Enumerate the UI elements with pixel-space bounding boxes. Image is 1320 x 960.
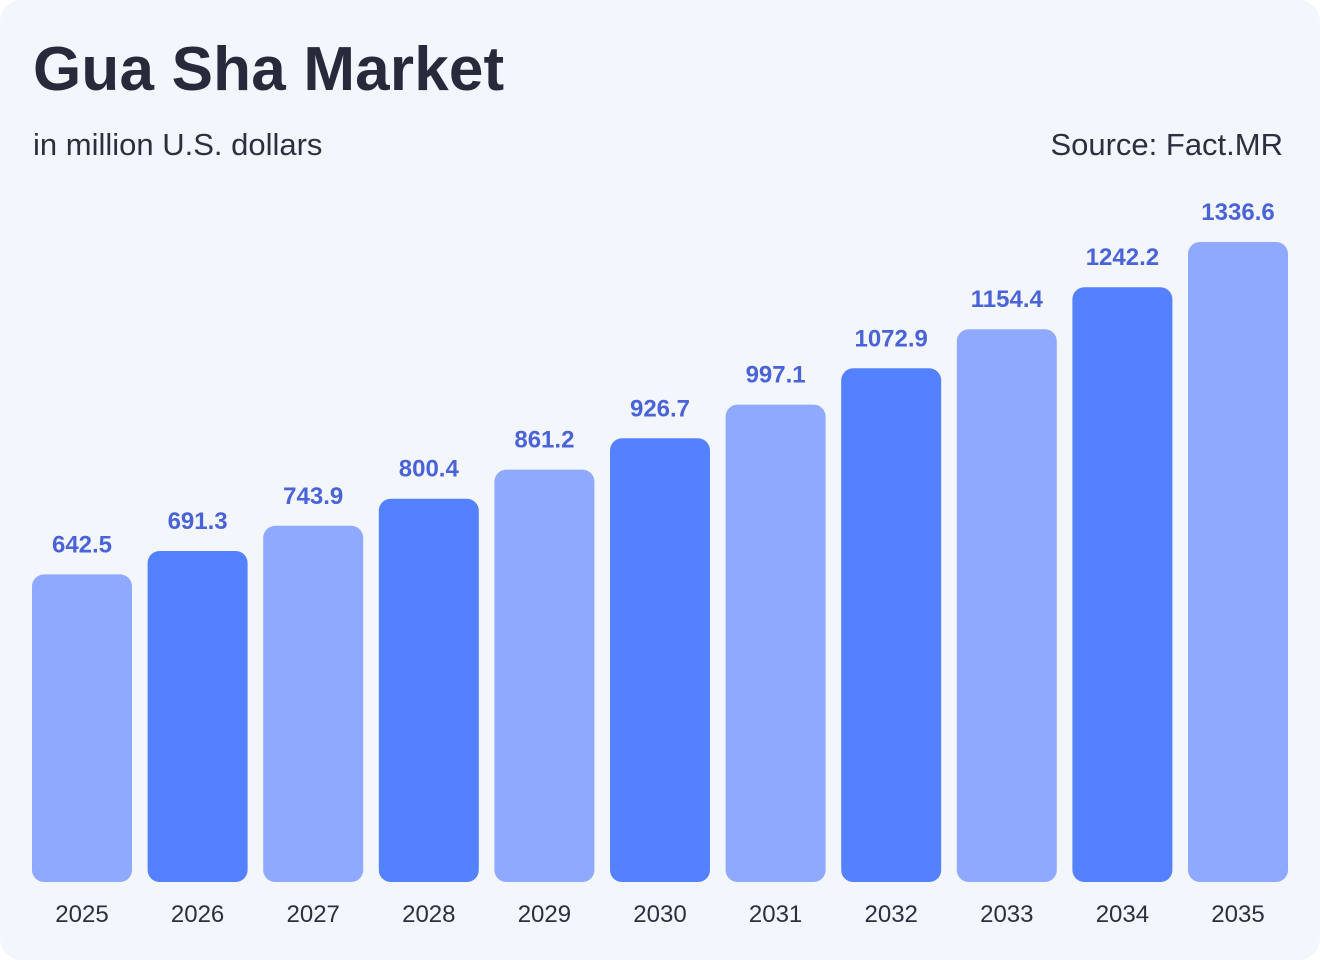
value-label-2026: 691.3 <box>168 508 228 535</box>
bar-2031 <box>725 404 826 882</box>
bar-2033 <box>956 329 1057 882</box>
bar-2029 <box>494 469 595 882</box>
x-tick-label-2028: 2028 <box>402 901 455 928</box>
x-tick-label-2035: 2035 <box>1211 901 1264 928</box>
value-label-2027: 743.9 <box>283 483 343 510</box>
bar-2034 <box>1072 287 1173 882</box>
value-label-2030: 926.7 <box>630 395 690 422</box>
bar-2026 <box>147 551 248 882</box>
value-label-2029: 861.2 <box>514 427 574 454</box>
value-label-2035: 1336.6 <box>1201 199 1274 226</box>
value-label-2032: 1072.9 <box>854 325 927 352</box>
chart-source: Source: Fact.MR <box>1050 127 1283 162</box>
value-label-2031: 997.1 <box>746 362 806 389</box>
x-tick-label-2026: 2026 <box>171 901 224 928</box>
chart-subtitle: in million U.S. dollars <box>33 127 323 162</box>
bar-2028 <box>378 498 479 882</box>
x-tick-label-2034: 2034 <box>1096 901 1149 928</box>
bar-2032 <box>841 368 942 882</box>
x-tick-label-2029: 2029 <box>518 901 571 928</box>
bar-2025 <box>32 574 132 882</box>
x-tick-label-2032: 2032 <box>865 901 918 928</box>
x-tick-label-2025: 2025 <box>55 901 108 928</box>
bar-2027 <box>263 525 364 882</box>
value-label-2028: 800.4 <box>399 456 460 483</box>
bar-2035 <box>1188 242 1288 882</box>
x-tick-label-2033: 2033 <box>980 901 1033 928</box>
x-tick-label-2030: 2030 <box>633 901 686 928</box>
bar-2030 <box>610 438 710 882</box>
value-label-2025: 642.5 <box>52 531 112 558</box>
chart-title: Gua Sha Market <box>33 35 505 104</box>
value-label-2033: 1154.4 <box>971 286 1044 313</box>
x-tick-label-2031: 2031 <box>749 901 802 928</box>
value-label-2034: 1242.2 <box>1086 244 1159 271</box>
x-tick-label-2027: 2027 <box>287 901 340 928</box>
